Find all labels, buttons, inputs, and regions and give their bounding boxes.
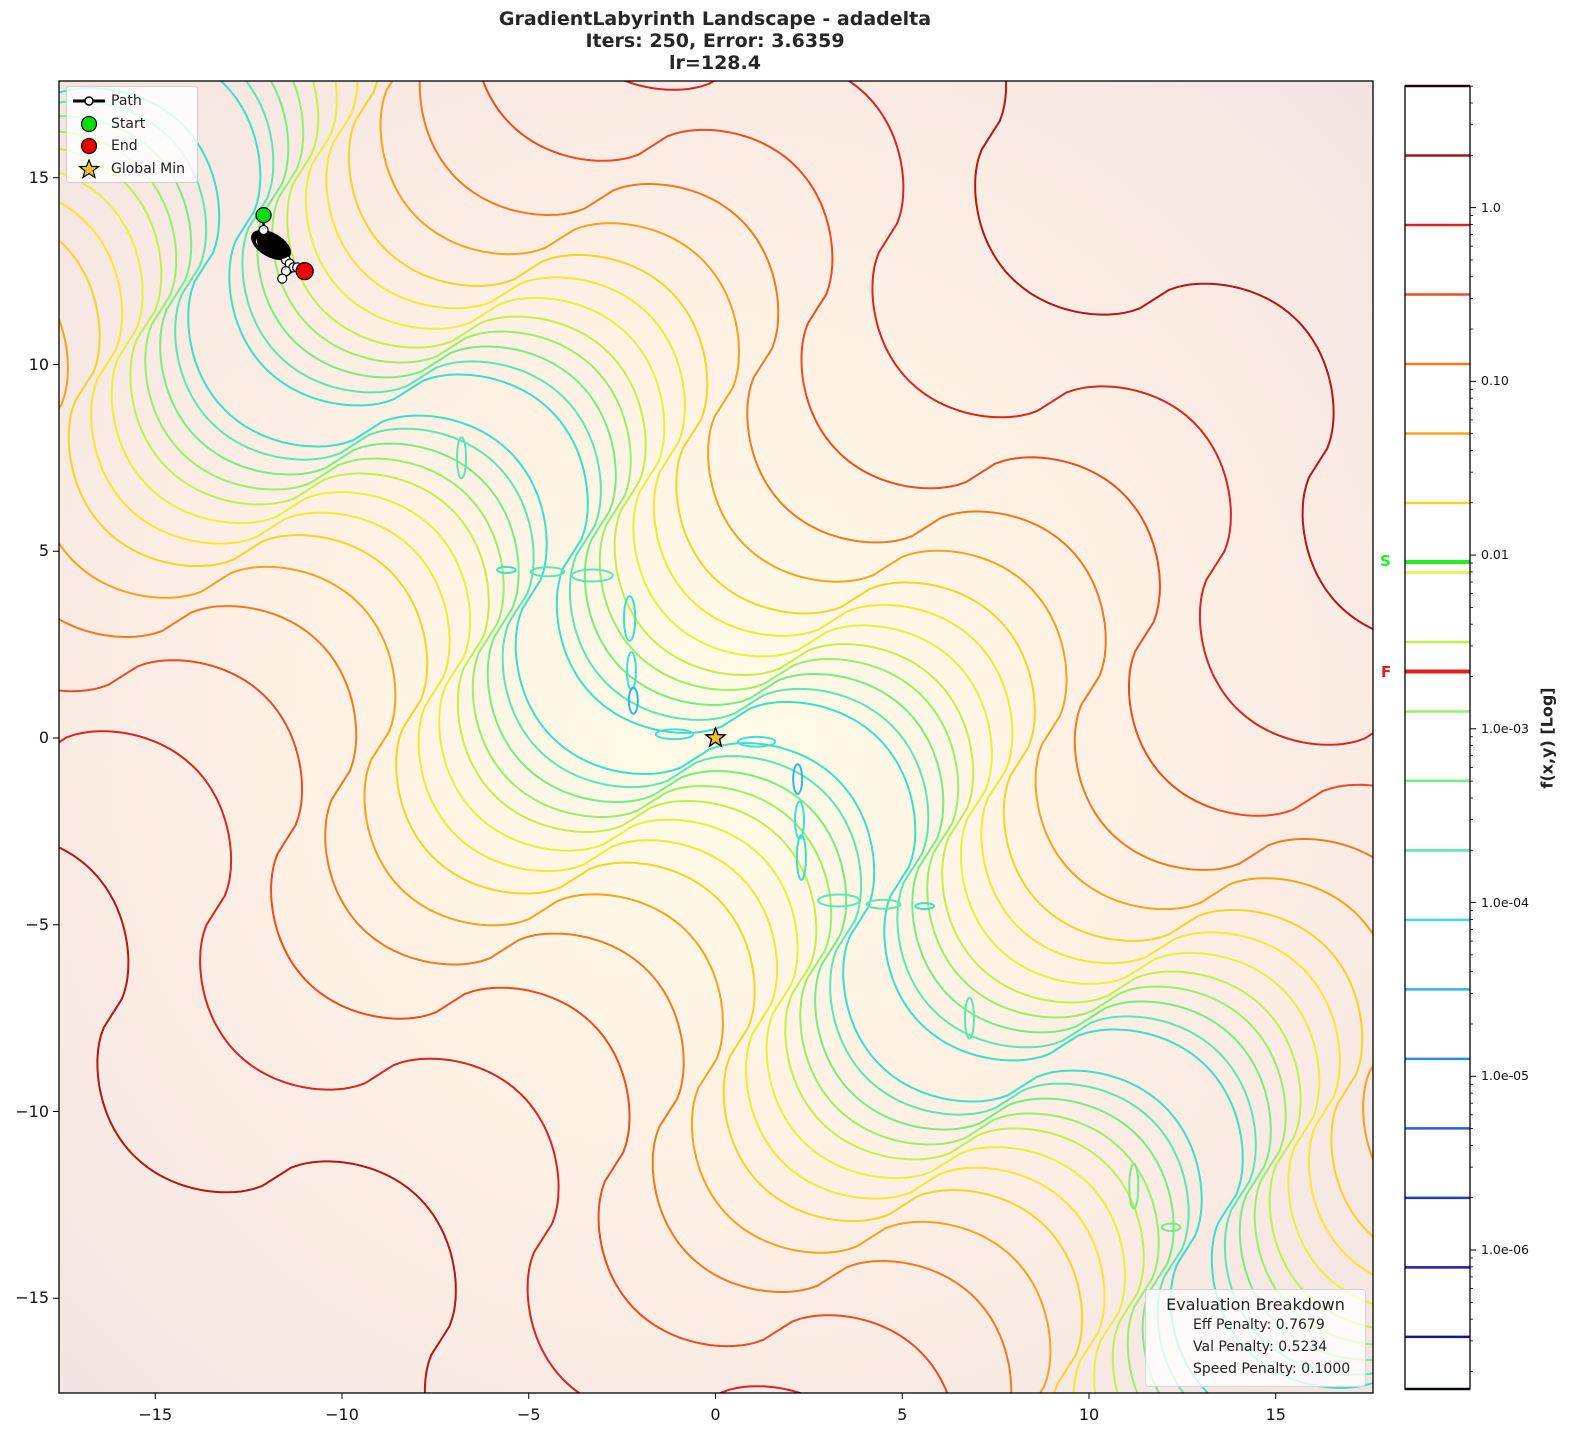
title-line-2: Iters: 250, Error: 3.6359 bbox=[585, 30, 845, 52]
colorbar-tick-label: 1.0e-04 bbox=[1481, 894, 1529, 910]
colorbar bbox=[1404, 84, 1476, 1391]
contour-line bbox=[59, 239, 1084, 1393]
colorbar-tick-label: 1.0e-03 bbox=[1481, 720, 1529, 736]
contour-island bbox=[570, 568, 614, 583]
legend-label-start: Start bbox=[111, 115, 146, 132]
eval-speed-penalty: Speed Penalty: 0.1000 bbox=[1193, 1361, 1351, 1377]
x-tick-label: 10 bbox=[1078, 1405, 1100, 1424]
start-marker bbox=[255, 206, 272, 224]
contour-line bbox=[59, 147, 1145, 1393]
path-line-icon bbox=[67, 91, 111, 111]
contour-line bbox=[59, 171, 1127, 1393]
x-axis bbox=[154, 1393, 1277, 1399]
path-point bbox=[258, 224, 269, 236]
contour-island bbox=[654, 728, 695, 741]
colorbar-tick-label: 1.0e-06 bbox=[1481, 1242, 1529, 1257]
legend-label-path: Path bbox=[111, 93, 142, 110]
global-min-star bbox=[704, 726, 727, 748]
colorbar-start-marker-label: S bbox=[1380, 552, 1391, 570]
contour-line bbox=[59, 316, 1052, 1393]
x-tick-label: 15 bbox=[1265, 1405, 1286, 1424]
contour-line bbox=[59, 200, 1106, 1393]
contour-island bbox=[529, 566, 566, 578]
contour-island bbox=[963, 996, 975, 1040]
x-tick-label: −15 bbox=[138, 1405, 173, 1424]
colorbar-tick-label: 1.0e-05 bbox=[1481, 1068, 1529, 1084]
star-icon bbox=[67, 158, 111, 179]
contour-island bbox=[865, 898, 902, 910]
legend-label-end: End bbox=[111, 138, 138, 155]
contour-line bbox=[974, 81, 1373, 631]
colorbar-fill bbox=[1405, 86, 1470, 1389]
x-tick-label: −5 bbox=[516, 1405, 541, 1424]
contour-island bbox=[795, 834, 807, 881]
colorbar-tick-label: 0.01 bbox=[1481, 547, 1509, 563]
path-point bbox=[277, 273, 288, 284]
green-circle-icon bbox=[67, 114, 111, 134]
legend: Path Start End Global Min bbox=[66, 86, 198, 183]
contour-line bbox=[418, 81, 1373, 871]
contour-island bbox=[792, 763, 804, 796]
title-line-1: GradientLabyrinth Landscape - adadelta bbox=[498, 8, 932, 30]
y-tick-label: −5 bbox=[25, 914, 49, 934]
contour-line bbox=[59, 730, 803, 1393]
colorbar-label: f(x,y) [Log] bbox=[1537, 687, 1557, 789]
contour-island bbox=[456, 436, 468, 480]
evaluation-breakdown-box: Evaluation Breakdown Eff Penalty: 0.7679… bbox=[1145, 1289, 1366, 1387]
contour-island bbox=[627, 686, 639, 715]
title-line-3: lr=128.4 bbox=[669, 52, 761, 74]
y-tick-label: 5 bbox=[38, 541, 49, 561]
contour-line bbox=[59, 846, 457, 1393]
legend-item-path: Path bbox=[67, 90, 197, 113]
contour-island bbox=[1128, 1162, 1140, 1210]
contour-island bbox=[736, 735, 777, 748]
path-cluster-core bbox=[256, 234, 290, 259]
colorbar-final-marker-label: F bbox=[1381, 663, 1392, 681]
eval-val-penalty: Val Penalty: 0.5234 bbox=[1193, 1339, 1328, 1355]
contour-island bbox=[496, 565, 517, 574]
y-tick-label: −10 bbox=[15, 1101, 49, 1121]
optimizer-path bbox=[251, 206, 727, 748]
contour-island bbox=[914, 902, 935, 911]
red-circle-icon bbox=[67, 136, 111, 156]
x-tick-label: 5 bbox=[897, 1405, 908, 1424]
y-tick-label: −15 bbox=[15, 1288, 49, 1308]
end-marker bbox=[295, 261, 314, 281]
contour-line bbox=[622, 81, 1373, 746]
chart-title: GradientLabyrinth Landscape - adadelta I… bbox=[0, 8, 1430, 74]
colorbar-tick-label: 0.10 bbox=[1481, 373, 1509, 389]
valley-islands bbox=[456, 436, 1182, 1233]
x-tick-label: 0 bbox=[710, 1405, 721, 1424]
colorbar-frame bbox=[1404, 85, 1471, 1390]
legend-item-end: End bbox=[67, 135, 197, 158]
y-tick-label: 0 bbox=[38, 728, 49, 747]
y-tick-label: 15 bbox=[28, 167, 49, 187]
contour-line bbox=[59, 659, 949, 1393]
colorbar-tick-label: 1.0 bbox=[1481, 199, 1501, 215]
legend-label-global-min: Global Min bbox=[111, 160, 185, 177]
contour-line bbox=[59, 605, 1013, 1393]
legend-item-start: Start bbox=[67, 113, 197, 136]
legend-item-global-min: Global Min bbox=[67, 158, 197, 181]
x-tick-label: −10 bbox=[325, 1405, 359, 1424]
y-axis bbox=[53, 177, 59, 1299]
y-tick-label: 10 bbox=[28, 354, 49, 374]
contour-island bbox=[1160, 1222, 1182, 1233]
eval-eff-penalty: Eff Penalty: 0.7679 bbox=[1193, 1317, 1325, 1333]
contour-island bbox=[622, 595, 637, 642]
contour-line bbox=[481, 81, 1373, 817]
contour-island bbox=[817, 893, 861, 908]
eval-title: Evaluation Breakdown bbox=[1166, 1295, 1345, 1314]
